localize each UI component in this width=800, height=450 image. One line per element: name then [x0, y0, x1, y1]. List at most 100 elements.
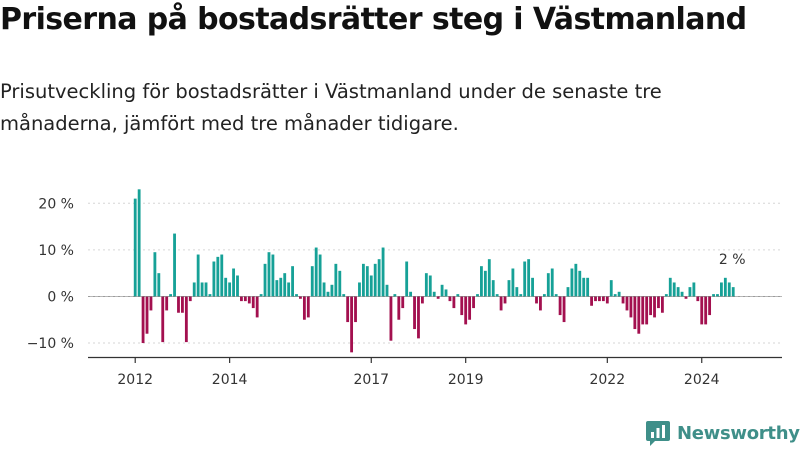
- bar-chart: 20 % 10 % 0 % −10 % 2012 2014 2017 2019 2022 2024…: [27, 189, 782, 388]
- newsworthy-brand: Newsworthy: [645, 418, 800, 448]
- bar: [664, 294, 668, 297]
- bar: [149, 296, 153, 311]
- bar: [476, 294, 479, 297]
- bar: [377, 259, 381, 297]
- bar: [491, 280, 495, 297]
- bar: [598, 296, 601, 302]
- bar: [287, 282, 291, 297]
- bar: [318, 254, 322, 297]
- bar: [342, 294, 346, 297]
- bar: [432, 291, 436, 297]
- bar: [184, 296, 188, 343]
- bar: [645, 296, 649, 325]
- bar: [625, 296, 629, 311]
- bar: [232, 268, 235, 297]
- bar: [483, 270, 487, 297]
- bar: [200, 282, 204, 297]
- bar: [295, 294, 298, 297]
- bar: [240, 296, 243, 302]
- bar: [641, 296, 645, 325]
- bar: [279, 277, 283, 297]
- y-tick-label: 10 %: [38, 243, 74, 259]
- bar: [428, 275, 432, 297]
- x-tick-label: 2012: [117, 372, 153, 388]
- bar: [700, 296, 704, 325]
- bar: [499, 296, 503, 311]
- bar: [137, 189, 141, 297]
- bar: [727, 282, 731, 297]
- bar: [515, 287, 519, 297]
- newsworthy-logo-icon: [646, 421, 670, 446]
- bar: [657, 296, 660, 309]
- bar: [310, 266, 314, 297]
- bar: [196, 254, 200, 297]
- bar: [574, 263, 578, 297]
- y-tick-label: −10 %: [27, 336, 74, 352]
- bar: [153, 252, 157, 297]
- bar: [216, 256, 220, 297]
- bar: [696, 296, 700, 302]
- bar: [570, 268, 574, 297]
- x-tick-label: 2024: [684, 372, 720, 388]
- bar: [181, 296, 184, 313]
- bar: [141, 296, 145, 344]
- bar: [480, 266, 483, 297]
- bar: [322, 282, 326, 297]
- bar: [440, 284, 444, 297]
- bar: [542, 294, 546, 297]
- chart-title: Priserna på bostadsrätter steg i Västman…: [0, 2, 747, 37]
- bar: [208, 294, 212, 297]
- bar: [251, 296, 255, 309]
- bar: [389, 296, 393, 341]
- bar: [629, 296, 633, 318]
- y-tick-label: 0 %: [47, 289, 74, 305]
- bar: [708, 296, 712, 316]
- bar: [338, 270, 342, 297]
- bar: [468, 296, 472, 320]
- bar: [692, 282, 696, 297]
- bar: [684, 296, 688, 299]
- bar: [381, 247, 385, 297]
- bar: [326, 291, 330, 297]
- bar: [436, 296, 440, 299]
- bar: [566, 287, 570, 297]
- bar: [330, 284, 334, 297]
- bar: [712, 294, 715, 297]
- bar: [291, 266, 294, 297]
- bar: [177, 296, 180, 313]
- bar: [220, 254, 224, 297]
- bar: [503, 296, 507, 304]
- bar: [424, 273, 428, 297]
- bar: [145, 296, 149, 334]
- bar: [409, 291, 413, 297]
- bar: [263, 263, 267, 297]
- bar: [346, 296, 350, 323]
- bar: [334, 263, 338, 297]
- bar: [299, 296, 302, 299]
- bar: [731, 287, 735, 297]
- bar: [653, 296, 656, 318]
- bar: [413, 296, 416, 330]
- bar: [550, 268, 554, 297]
- bar: [358, 282, 361, 297]
- bar: [590, 296, 593, 306]
- bar: [660, 296, 664, 313]
- bar: [393, 294, 397, 297]
- bar: [247, 296, 251, 304]
- bar: [212, 261, 216, 297]
- bar: [192, 282, 196, 297]
- bar: [487, 259, 491, 297]
- bar: [680, 291, 684, 297]
- bar: [578, 270, 582, 297]
- bar: [688, 287, 692, 297]
- bar: [228, 282, 232, 297]
- bar: [401, 296, 405, 309]
- bar: [271, 254, 275, 297]
- bar: [527, 259, 531, 297]
- brand-name: Newsworthy: [677, 422, 800, 444]
- bar: [169, 294, 173, 297]
- bar: [306, 296, 310, 318]
- bar: [535, 296, 538, 304]
- bar: [633, 296, 637, 330]
- bar: [562, 296, 566, 323]
